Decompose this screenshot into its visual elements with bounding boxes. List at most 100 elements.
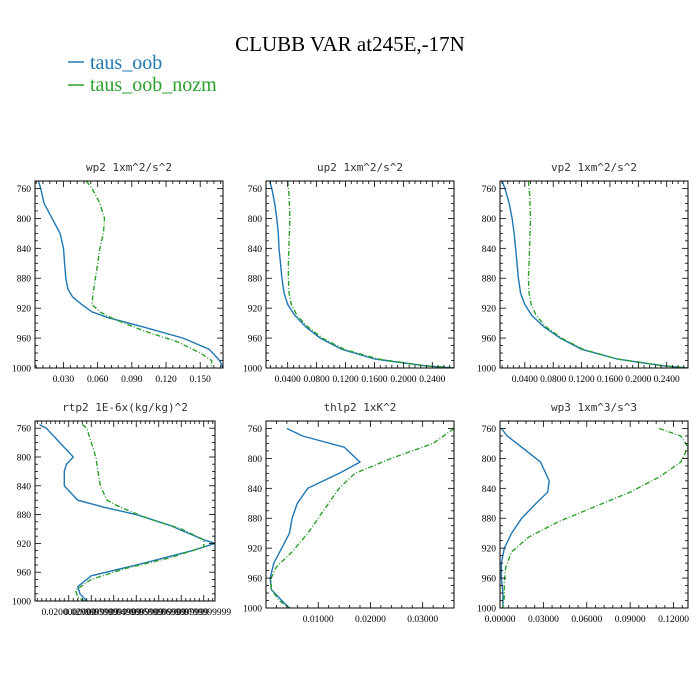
x-tick-label: 0.01000 [303,615,334,625]
y-tick-label: 840 [17,482,32,492]
panels: wp2 1xm^2/s^2 760 800 840 880 920 960 1000 0.030… [12,161,689,625]
series-line-taus-oob [269,427,362,608]
x-tick-label: 0.0800 [540,375,566,385]
x-tick-label: 0.1600 [597,375,623,385]
y-tick-label: 840 [248,245,263,255]
series-line-taus-oob [501,181,688,368]
x-tick-label: 0.060 [87,375,109,385]
panel-title: wp3 1xm^3/s^3 [551,401,637,414]
x-tick-label: 0.1200 [569,375,595,385]
panel-frame [34,420,216,602]
y-tick-label: 880 [248,275,263,285]
panel-title: rtp2 1E-6x(kg/kg)^2 [62,401,188,414]
series-line-taus-oob-nozm [287,181,454,368]
x-tick-label: 0.0400 [275,375,301,385]
y-tick-label: 1000 [243,365,262,375]
series-line-taus-oob [268,181,454,368]
x-tick-label: 0.0399999999 [86,608,141,618]
x-tick-label: 0.0599999999 [131,608,186,618]
x-tick-label: 0.2400 [654,375,680,385]
y-tick-label: 800 [482,455,497,465]
y-tick-label: 760 [248,425,263,435]
series-line-taus-oob [500,428,550,608]
x-tick-label: 0.0800 [304,375,330,385]
x-tick-label: 0.2000 [625,375,651,385]
y-tick-label: 960 [248,575,263,585]
x-tick-label: 0.09000 [615,615,646,625]
y-tick-label: 880 [482,515,497,525]
legend: taus_oob taus_oob_nozm [68,52,217,96]
series-line-taus-oob [39,423,215,601]
panel-3: vp2 1xm^2/s^2 760 800 840 880 920 960 1000 0.040… [477,161,689,385]
x-tick-label: 0.12000 [658,615,689,625]
legend-label-taus-oob-nozm: taus_oob_nozm [90,74,217,96]
y-tick-label: 880 [17,511,32,521]
panel-6: wp3 1xm^3/s^3 760 800 840 880 920 960 10000.000… [477,401,689,625]
y-tick-label: 920 [248,305,263,315]
legend-label-taus-oob: taus_oob [90,52,162,74]
y-tick-label: 840 [248,485,263,495]
series-line-taus-oob-nozm [85,181,213,368]
y-tick-label: 1000 [12,365,31,375]
panel-frame [34,180,224,369]
series-line-taus-oob-nozm [502,427,688,608]
x-tick-label: 0.0699999999 [154,608,209,618]
x-tick-label: 0.03000 [407,615,438,625]
x-tick-label: 0.0200000000 [41,608,96,618]
y-tick-label: 760 [482,185,497,195]
panel-2: up2 1xm^2/s^2 760 800 840 880 920 960 1000 0.040… [243,161,455,385]
series-line-taus-oob-nozm [74,424,205,601]
y-tick-label: 920 [248,545,263,555]
y-tick-label: 840 [482,485,497,495]
x-tick-label: 0.00000 [485,615,516,625]
panel-frame [499,180,689,369]
y-tick-label: 880 [17,275,32,285]
y-tick-label: 760 [17,185,32,195]
x-tick-label: 0.030 [53,375,75,385]
y-tick-label: 960 [482,575,497,585]
x-tick-label: 0.06000 [571,615,602,625]
x-tick-label: 0.0400 [512,375,538,385]
y-tick-label: 800 [248,455,263,465]
panel-title: up2 1xm^2/s^2 [317,161,403,174]
x-tick-label: 0.2000 [390,375,416,385]
x-tick-label: 0.1200 [332,375,358,385]
x-tick-label: 0.150 [190,375,212,385]
panel-title: vp2 1xm^2/s^2 [551,161,637,174]
y-tick-label: 800 [17,454,32,464]
y-tick-label: 1000 [12,598,31,608]
panel-frame [499,420,689,609]
x-tick-label: 0.120 [155,375,177,385]
y-tick-label: 840 [482,245,497,255]
y-tick-label: 960 [17,569,32,579]
y-tick-label: 1000 [477,605,496,615]
x-tick-label: 0.0299999999 [64,608,119,618]
x-tick-label: 0.0799999999 [176,608,231,618]
panel-5: thlp2 1xK^2 760 800 840 880 920 960 1000 0.01000… [243,401,455,625]
y-tick-label: 880 [482,275,497,285]
y-tick-label: 800 [17,215,32,225]
x-tick-label: 0.02000 [355,615,386,625]
y-tick-label: 760 [482,425,497,435]
panel-frame [265,180,455,369]
y-tick-label: 920 [17,540,32,550]
y-tick-label: 880 [248,515,263,525]
figure-title: CLUBB VAR at245E,-17N [235,32,465,56]
y-tick-label: 960 [17,335,32,345]
y-tick-label: 1000 [243,605,262,615]
panel-title: thlp2 1xK^2 [324,401,397,414]
y-tick-label: 760 [248,185,263,195]
x-tick-label: 0.1600 [361,375,387,385]
y-tick-label: 1000 [477,365,496,375]
y-tick-label: 960 [248,335,263,345]
x-tick-label: 0.03000 [528,615,559,625]
y-tick-label: 920 [17,305,32,315]
x-tick-label: 0.090 [121,375,143,385]
y-tick-label: 920 [482,305,497,315]
series-line-taus-oob-nozm [527,181,688,368]
panel-1: wp2 1xm^2/s^2 760 800 840 880 920 960 1000 0.030… [12,161,224,385]
y-tick-label: 800 [482,215,497,225]
x-tick-label: 0.0499999999 [109,608,164,618]
series-line-taus-oob-nozm [270,427,454,608]
